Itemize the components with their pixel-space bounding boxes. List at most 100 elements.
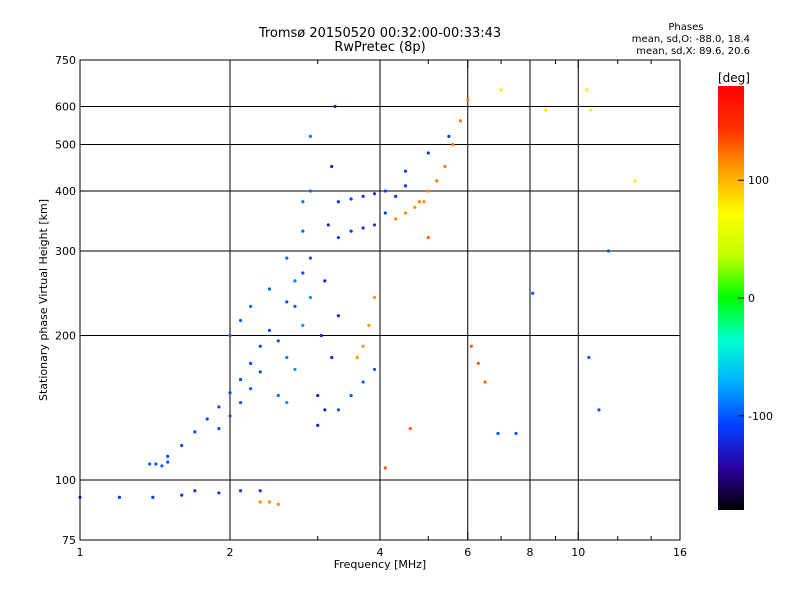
data-point: [258, 489, 262, 493]
y-tick-label: 600: [55, 101, 76, 114]
data-point: [336, 235, 340, 240]
data-point: [355, 355, 359, 360]
x-tick-label: 6: [464, 546, 471, 559]
data-point: [238, 489, 243, 493]
data-point: [285, 355, 289, 360]
data-point: [285, 256, 289, 260]
data-point: [293, 304, 297, 309]
y-axis-label: Stationary phase Virtual Height [km]: [37, 199, 50, 401]
data-point: [267, 328, 272, 332]
data-point: [319, 333, 323, 338]
data-point: [483, 380, 487, 384]
data-point: [301, 229, 305, 233]
data-point: [466, 98, 470, 102]
grid-lines: [80, 60, 680, 540]
data-point: [276, 339, 280, 343]
data-point: [435, 179, 439, 183]
data-point: [293, 367, 297, 372]
data-point: [276, 393, 280, 398]
data-point: [330, 164, 334, 169]
x-tick-label: 2: [227, 546, 234, 559]
data-point: [476, 361, 480, 365]
data-point: [372, 367, 377, 372]
x-axis-ticks: 1 2 4 6 8 10 16: [77, 60, 687, 559]
data-point: [383, 189, 387, 193]
phase-stats-title: Phases: [668, 22, 704, 33]
data-point: [336, 408, 340, 412]
x-tick-label: 10: [571, 546, 585, 559]
data-point: [426, 189, 430, 193]
data-point: [249, 361, 253, 365]
x-tick-label: 16: [673, 546, 687, 559]
data-point: [160, 464, 164, 468]
data-point: [403, 169, 408, 173]
data-point: [301, 200, 305, 204]
data-point: [166, 460, 170, 464]
data-points: [78, 88, 637, 506]
data-point: [308, 189, 313, 193]
x-tick-label: 1: [77, 546, 84, 559]
y-tick-label: 75: [62, 534, 76, 547]
data-point: [426, 151, 430, 155]
data-point: [496, 431, 500, 436]
data-point: [451, 142, 455, 147]
data-point: [267, 287, 272, 291]
data-point: [383, 466, 387, 470]
data-point: [447, 134, 451, 138]
data-point: [372, 223, 377, 227]
data-point: [413, 205, 417, 209]
colorbar-label: [deg]: [718, 71, 750, 85]
data-point: [443, 164, 447, 169]
data-point: [217, 491, 221, 495]
data-point: [293, 279, 297, 283]
data-point: [458, 119, 463, 123]
data-point: [333, 104, 337, 109]
data-point: [361, 194, 365, 198]
colorbar-tick-label: 0: [748, 292, 755, 305]
data-point: [394, 194, 398, 198]
chart-subtitle: RwPretec (8p): [334, 40, 426, 55]
data-point: [238, 377, 243, 382]
data-point: [361, 344, 365, 348]
data-point: [285, 300, 289, 304]
data-point: [285, 400, 289, 405]
data-point: [301, 271, 305, 275]
data-point: [408, 426, 412, 431]
data-point: [301, 323, 305, 327]
phase-stats: Phases mean, sd,O: -88.0, 18.4 mean, sd,…: [632, 22, 750, 58]
data-point: [316, 393, 320, 398]
data-point: [336, 314, 340, 318]
data-point: [372, 295, 377, 300]
data-point: [469, 344, 473, 348]
data-point: [597, 408, 601, 412]
data-point: [426, 235, 430, 240]
data-point: [228, 414, 232, 418]
data-point: [323, 408, 327, 412]
data-point: [267, 500, 272, 504]
data-point: [349, 197, 353, 201]
phase-stats-o: mean, sd,O: -88.0, 18.4: [631, 34, 750, 45]
data-point: [544, 108, 548, 112]
y-tick-label: 200: [55, 330, 76, 343]
data-point: [276, 502, 280, 506]
data-point: [117, 495, 122, 500]
data-point: [154, 462, 158, 466]
data-point: [151, 495, 155, 500]
data-point: [514, 431, 518, 436]
data-point: [308, 134, 313, 138]
data-point: [228, 391, 232, 395]
colorbar-tick-label: -100: [748, 410, 773, 423]
data-point: [422, 200, 426, 204]
data-point: [330, 355, 334, 360]
x-tick-label: 8: [527, 546, 534, 559]
y-tick-label: 100: [55, 474, 76, 487]
data-point: [633, 179, 637, 183]
data-point: [249, 387, 253, 391]
data-point: [326, 223, 330, 227]
data-point: [383, 211, 387, 215]
y-tick-label: 750: [55, 54, 76, 67]
x-tick-label: 4: [377, 546, 384, 559]
data-point: [499, 88, 503, 92]
data-point: [228, 333, 232, 338]
data-point: [180, 493, 184, 497]
